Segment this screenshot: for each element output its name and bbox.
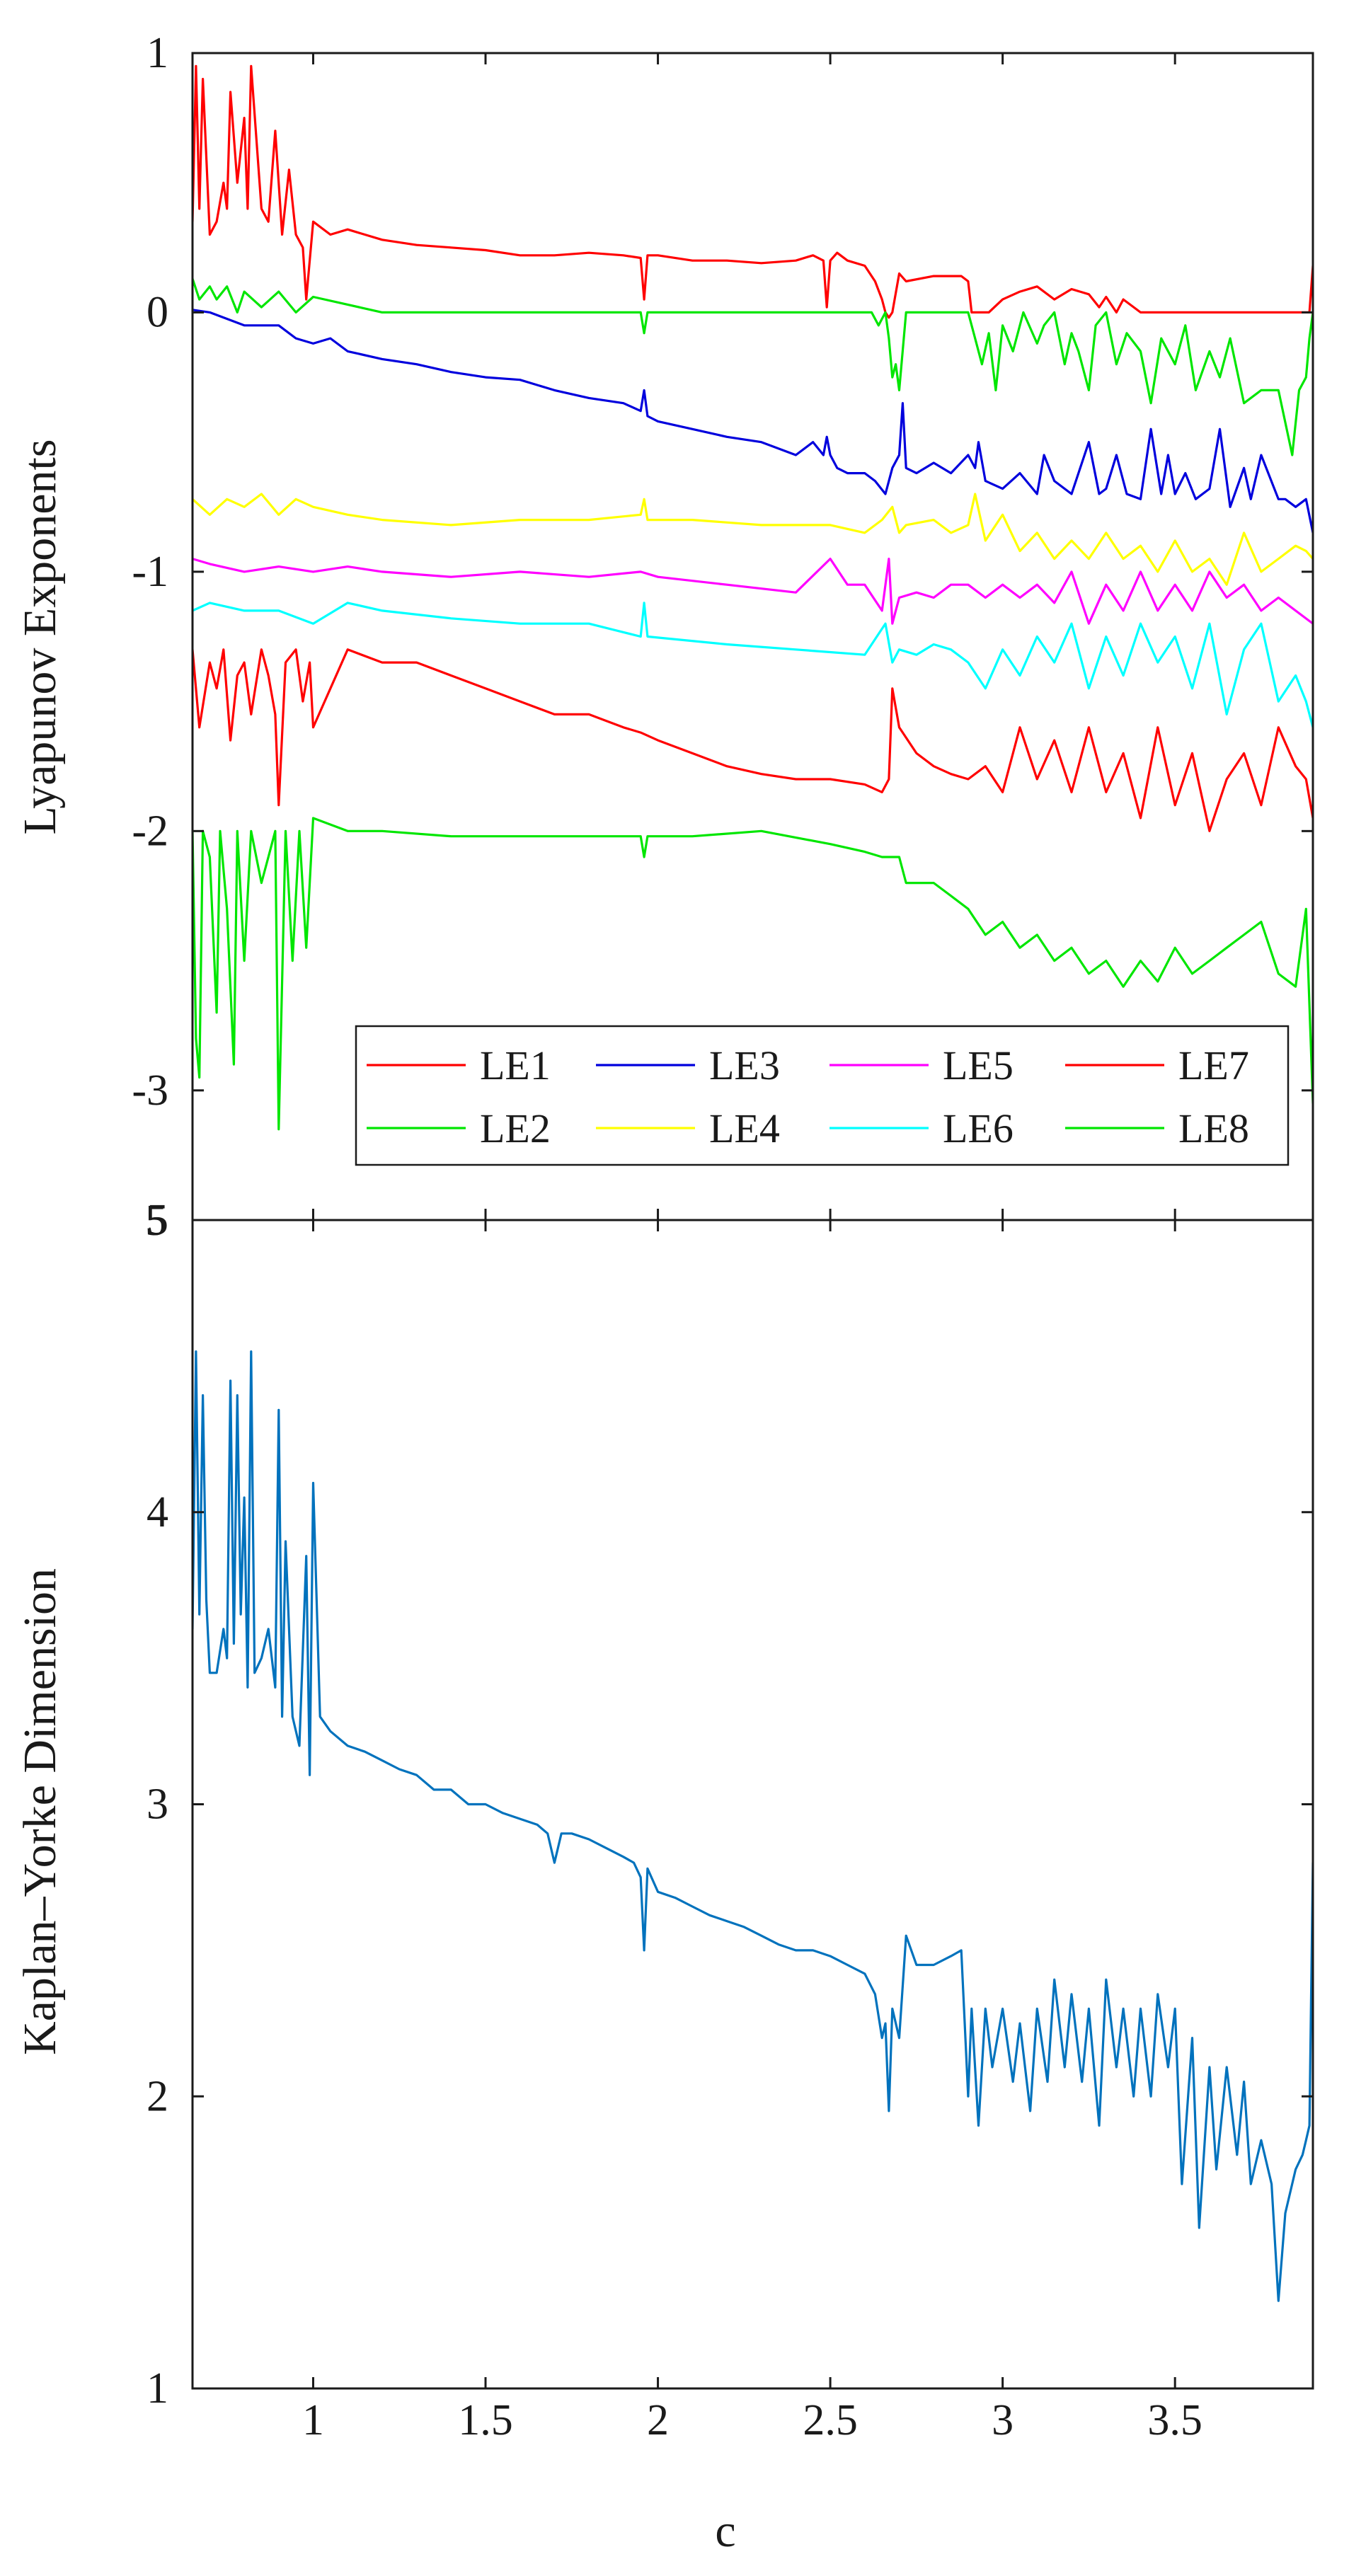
kaplan-yorke-series-group	[193, 1350, 1313, 2302]
y-tick-label-bottom: 5	[147, 1196, 168, 1244]
series-le1	[193, 64, 1313, 319]
top-y-ticks: 1 0 -1 -2 -3	[132, 29, 1313, 1115]
y-tick-label-top: -1	[132, 548, 168, 596]
legend-label-le4: LE4	[709, 1105, 780, 1151]
x-axis-label: c	[715, 2505, 735, 2557]
series-le7	[193, 648, 1313, 832]
y-axis-label-lyapunov: Lyapunov Exponents	[14, 439, 66, 834]
series-kaplan-yorke-dimension	[193, 1350, 1313, 2302]
series-le2	[193, 277, 1313, 456]
series-le5	[193, 558, 1313, 625]
x-tick-label: 1	[302, 2396, 324, 2444]
legend-label-le2: LE2	[480, 1105, 551, 1151]
legend-entry-le6: LE6	[830, 1105, 1014, 1151]
legend-entry-le5: LE5	[830, 1042, 1014, 1088]
y-tick-label-top: -3	[132, 1066, 168, 1115]
bottom-y-ticks: 5 4 3 2 1	[147, 1196, 1313, 2413]
y-tick-label-top: -2	[132, 807, 168, 855]
legend-entry-le2: LE2	[367, 1105, 551, 1151]
series-le3	[193, 309, 1313, 534]
y-tick-label-bottom: 1	[147, 2364, 168, 2413]
legend-label-le3: LE3	[709, 1042, 780, 1088]
legend-entry-le7: LE7	[1065, 1042, 1249, 1088]
y-tick-label-top: 1	[147, 29, 168, 77]
legend-entry-le4: LE4	[596, 1105, 780, 1151]
legend-entry-le8: LE8	[1065, 1105, 1249, 1151]
top-x-ticks	[311, 53, 1176, 1220]
legend-label-le6: LE6	[943, 1105, 1014, 1151]
bottom-x-ticks: 1 1.5 2 2.5 3 3.5	[302, 1220, 1202, 2444]
series-le8	[193, 817, 1313, 1131]
x-tick-label: 3	[992, 2396, 1014, 2444]
legend-entry-le3: LE3	[596, 1042, 780, 1088]
x-tick-label: 2.5	[803, 2396, 858, 2444]
y-tick-label-bottom: 2	[147, 2072, 168, 2120]
legend-label-le7: LE7	[1178, 1042, 1249, 1088]
x-tick-label: 3.5	[1147, 2396, 1202, 2444]
legend-entries: LE1 LE2 LE3 LE4 LE5 LE6 LE7 LE8	[367, 1042, 1249, 1151]
lyapunov-exponents-panel: 10-1-2-3 5 Lyapunov Exponents LE1LE2LE3L…	[14, 29, 1314, 1245]
series-le4	[193, 493, 1313, 586]
legend-label-le1: LE1	[480, 1042, 551, 1088]
legend-entry-le1: LE1	[367, 1042, 551, 1088]
kaplan-yorke-panel: 5 4 3 2 1 1 1.5 2 2.5 3 3.5 Kaplan–Yorke Dimensio…	[14, 1196, 1314, 2557]
x-tick-label: 1.5	[458, 2396, 513, 2444]
y-tick-label-top: 0	[147, 288, 168, 336]
series-le6	[193, 602, 1313, 729]
x-tick-label: 2	[647, 2396, 669, 2444]
y-axis-label-kaplan-yorke: Kaplan–Yorke Dimension	[14, 1568, 66, 2055]
top-corner-label: 5	[145, 1197, 167, 1245]
y-tick-label-bottom: 4	[147, 1488, 168, 1536]
legend-label-le5: LE5	[943, 1042, 1014, 1088]
legend-box	[355, 1025, 1290, 1166]
y-tick-label-bottom: 3	[147, 1781, 168, 1829]
legend: LE1 LE2 LE3 LE4 LE5 LE6 LE7 LE8	[355, 1025, 1290, 1166]
lyapunov-series-group	[193, 64, 1313, 1131]
legend-label-le8: LE8	[1178, 1105, 1249, 1151]
